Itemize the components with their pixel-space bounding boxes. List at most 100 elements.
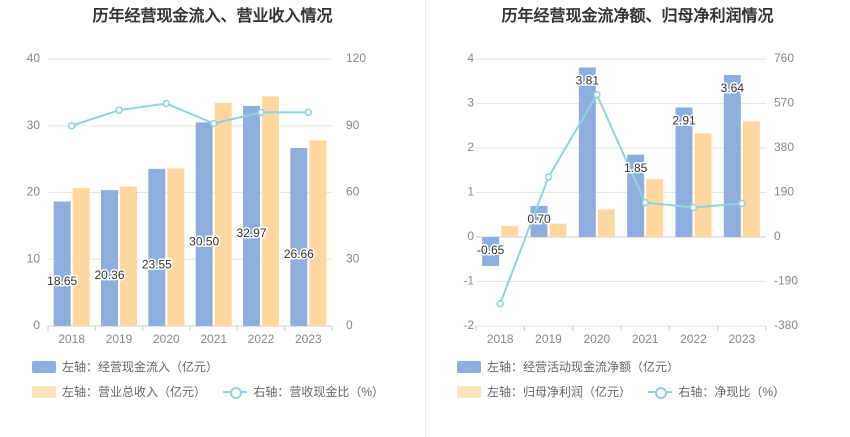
line-point (162, 99, 171, 108)
legend-swatch (457, 360, 481, 373)
x-axis-tick-label: 2021 (200, 332, 227, 345)
line-series (71, 102, 309, 127)
y-axis-left-tick-label: 30 (27, 118, 41, 132)
bar-data-label: 2.91 (672, 114, 696, 128)
bar-secondary (501, 225, 519, 237)
bar-primary (290, 148, 308, 326)
bar-primary (53, 201, 71, 326)
legend-item[interactable]: 右轴：营收现金比（%） (223, 383, 384, 400)
bar-secondary (742, 121, 760, 237)
chart-svg: 0 10 20 30 40 0 30 60 90 120 2018 2019 2020 2021 2022 2… (27, 51, 367, 345)
bar-primary (482, 237, 500, 266)
bar-secondary (120, 186, 137, 326)
line-point (209, 119, 218, 128)
bar-primary (243, 105, 260, 326)
line-point (689, 203, 698, 212)
y-axis-right-tick-label: 30 (346, 251, 360, 265)
y-axis-left-tick-label: -1 (463, 274, 474, 288)
y-axis-right-tick-label: -190 (774, 274, 798, 288)
y-axis-left-tick-label: 20 (27, 185, 41, 199)
bar-secondary (72, 187, 90, 326)
legend-label: 右轴：净现比（%） (678, 385, 786, 399)
y-axis-left-tick-label: 3 (467, 96, 474, 110)
right-chart-panel: 历年经营现金流净额、归母净利润情况 -2 -1 0 1 2 3 4 -380 -190 0 190 3… (425, 0, 850, 437)
legend-swatch (32, 360, 56, 373)
y-axis-right-tick-label: 190 (774, 185, 794, 199)
x-axis-tick-label: 2019 (106, 332, 133, 345)
line-point (641, 198, 649, 207)
bar-primary (195, 122, 213, 326)
bar-secondary (262, 96, 279, 326)
y-axis-left-tick-label: 2 (467, 140, 474, 154)
y-axis-left-tick-label: 10 (27, 251, 41, 265)
bar-secondary (597, 209, 615, 237)
bar-data-label: 23.55 (142, 258, 172, 272)
legend-item[interactable]: 左轴：营业总收入（亿元） (32, 383, 206, 400)
bar-secondary (309, 140, 327, 326)
bar-data-label: -0.65 (477, 243, 505, 257)
line-series (499, 92, 742, 305)
x-axis-tick-label: 2018 (487, 332, 514, 345)
bar-secondary (646, 179, 664, 237)
bar-primary (101, 190, 118, 326)
legend-label: 右轴：营收现金比（%） (253, 385, 385, 399)
legend-label: 左轴：归母净利润（亿元） (487, 385, 632, 399)
x-axis-tick-label: 2018 (58, 332, 85, 345)
legend-item[interactable]: 左轴：经营活动现金流净额（亿元） (457, 358, 679, 375)
legend-row: 左轴：营业总收入（亿元） 右轴：营收现金比（%） (32, 383, 398, 401)
bar-primary (675, 107, 693, 237)
bar-primary (627, 154, 645, 237)
bar-secondary (167, 168, 185, 326)
legend-item[interactable]: 左轴：归母净利润（亿元） (457, 383, 631, 400)
y-axis-right-tick-label: 0 (346, 318, 353, 332)
bar-data-label: 32.97 (236, 226, 266, 240)
bar-data-label: 3.64 (721, 81, 745, 95)
legend-item[interactable]: 左轴：经营现金流入（亿元） (32, 358, 218, 375)
y-axis-left-tick-label: 40 (27, 51, 41, 65)
legend-item[interactable]: 右轴：净现比（%） (648, 383, 785, 400)
legend-row: 左轴：归母净利润（亿元） 右轴：净现比（%） (457, 383, 799, 401)
y-axis-right-tick-label: -380 (774, 318, 798, 332)
chart-svg: -2 -1 0 1 2 3 4 -380 -190 0 190 380 570 760 2018 2019 20… (463, 51, 798, 345)
bar-data-label: 20.36 (94, 268, 124, 282)
y-axis-right-tick-label: 760 (774, 51, 794, 65)
legend-line-marker-icon (223, 386, 248, 399)
bar-primary (578, 67, 596, 237)
y-axis-right-tick-label: 570 (774, 96, 794, 110)
x-axis-tick-label: 2021 (632, 332, 659, 345)
y-axis-right-tick-label: 120 (346, 51, 366, 65)
bar-primary (723, 75, 741, 238)
bar-data-label: 30.50 (189, 234, 219, 248)
bar-primary (148, 168, 166, 326)
x-axis-tick-label: 2020 (153, 332, 180, 345)
legend-label: 左轴：经营现金流入（亿元） (62, 360, 219, 374)
y-axis-left-tick-label: 1 (467, 185, 474, 199)
x-axis-tick-label: 2023 (728, 332, 755, 345)
y-axis-right-tick-label: 90 (346, 118, 360, 132)
line-point (544, 173, 553, 181)
bar-data-label: 26.66 (284, 247, 314, 261)
line-point (115, 106, 123, 114)
legend-swatch (457, 385, 481, 398)
legend-row: 左轴：经营现金流入（亿元） (32, 358, 232, 376)
y-axis-left-tick-label: -2 (463, 318, 474, 332)
bar-data-label: 1.85 (624, 161, 648, 175)
y-axis-right-tick-label: 380 (774, 140, 794, 154)
x-axis-tick-label: 2019 (535, 332, 562, 345)
y-axis-right-tick-label: 60 (346, 185, 360, 199)
bar-data-label: 3.81 (576, 74, 600, 88)
legend-swatch (32, 385, 56, 398)
y-axis-left-tick-label: 4 (467, 51, 474, 65)
chart-title: 历年经营现金流净额、归母净利润情况 (501, 8, 774, 25)
left-chart-panel: 历年经营现金流入、营业收入情况 0 10 20 30 40 0 30 60 90 120 2018 2… (27, 8, 398, 401)
bar-secondary (549, 223, 567, 237)
x-axis-tick-label: 2022 (680, 332, 707, 345)
x-axis-tick-label: 2022 (248, 332, 275, 345)
legend-label: 左轴：经营活动现金流净额（亿元） (487, 360, 680, 374)
legend-row: 左轴：经营活动现金流净额（亿元） (457, 358, 693, 376)
line-point (593, 90, 601, 99)
y-axis-right-tick-label: 0 (774, 229, 781, 243)
bar-data-label: 18.65 (47, 274, 77, 288)
line-point (67, 122, 76, 130)
y-axis-left-tick-label: 0 (467, 229, 474, 243)
